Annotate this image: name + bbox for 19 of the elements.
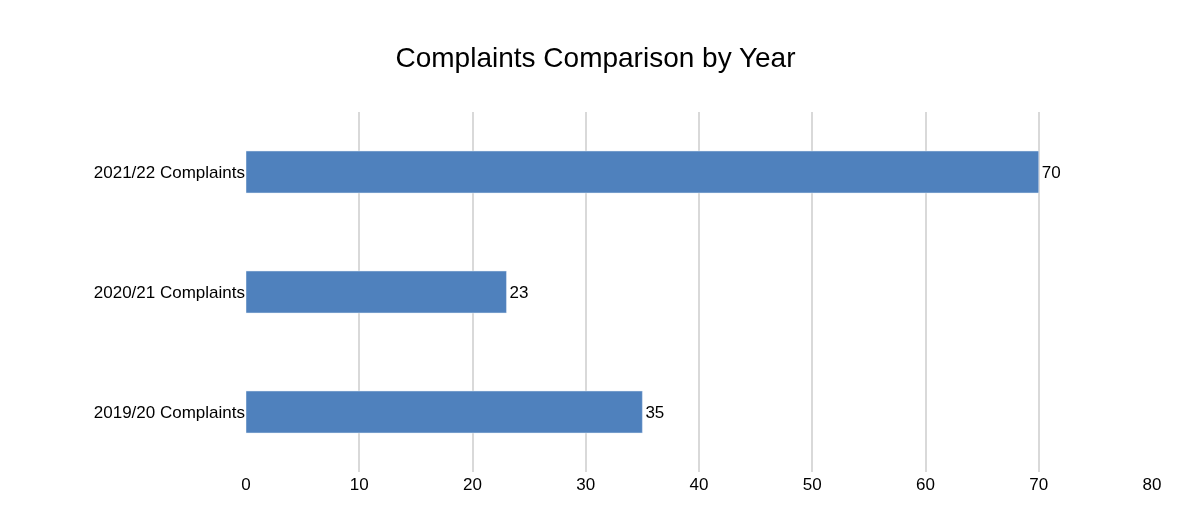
bar: [246, 270, 507, 314]
x-tick-label: 50: [802, 475, 822, 494]
x-tick-label: 0: [241, 475, 251, 494]
x-tick-label: 30: [576, 475, 596, 494]
x-tick-label: 70: [1029, 475, 1049, 494]
bar: [246, 390, 643, 434]
bar: [246, 150, 1039, 194]
y-tick-label: 2020/21 Complaints: [93, 282, 245, 302]
y-tick-label: 2019/20 Complaints: [93, 402, 245, 422]
chart-title: Complaints Comparison by Year: [395, 42, 796, 74]
data-label: 35: [645, 402, 665, 422]
x-tick-label: 80: [1142, 475, 1162, 494]
data-label: 70: [1041, 162, 1061, 182]
x-tick-label: 60: [916, 475, 935, 494]
x-tick-label: 40: [689, 475, 709, 494]
x-tick-label: 20: [463, 475, 482, 494]
y-tick-label: 2021/22 Complaints: [93, 162, 245, 182]
data-label: 23: [509, 282, 529, 302]
x-tick-label: 10: [349, 475, 369, 494]
